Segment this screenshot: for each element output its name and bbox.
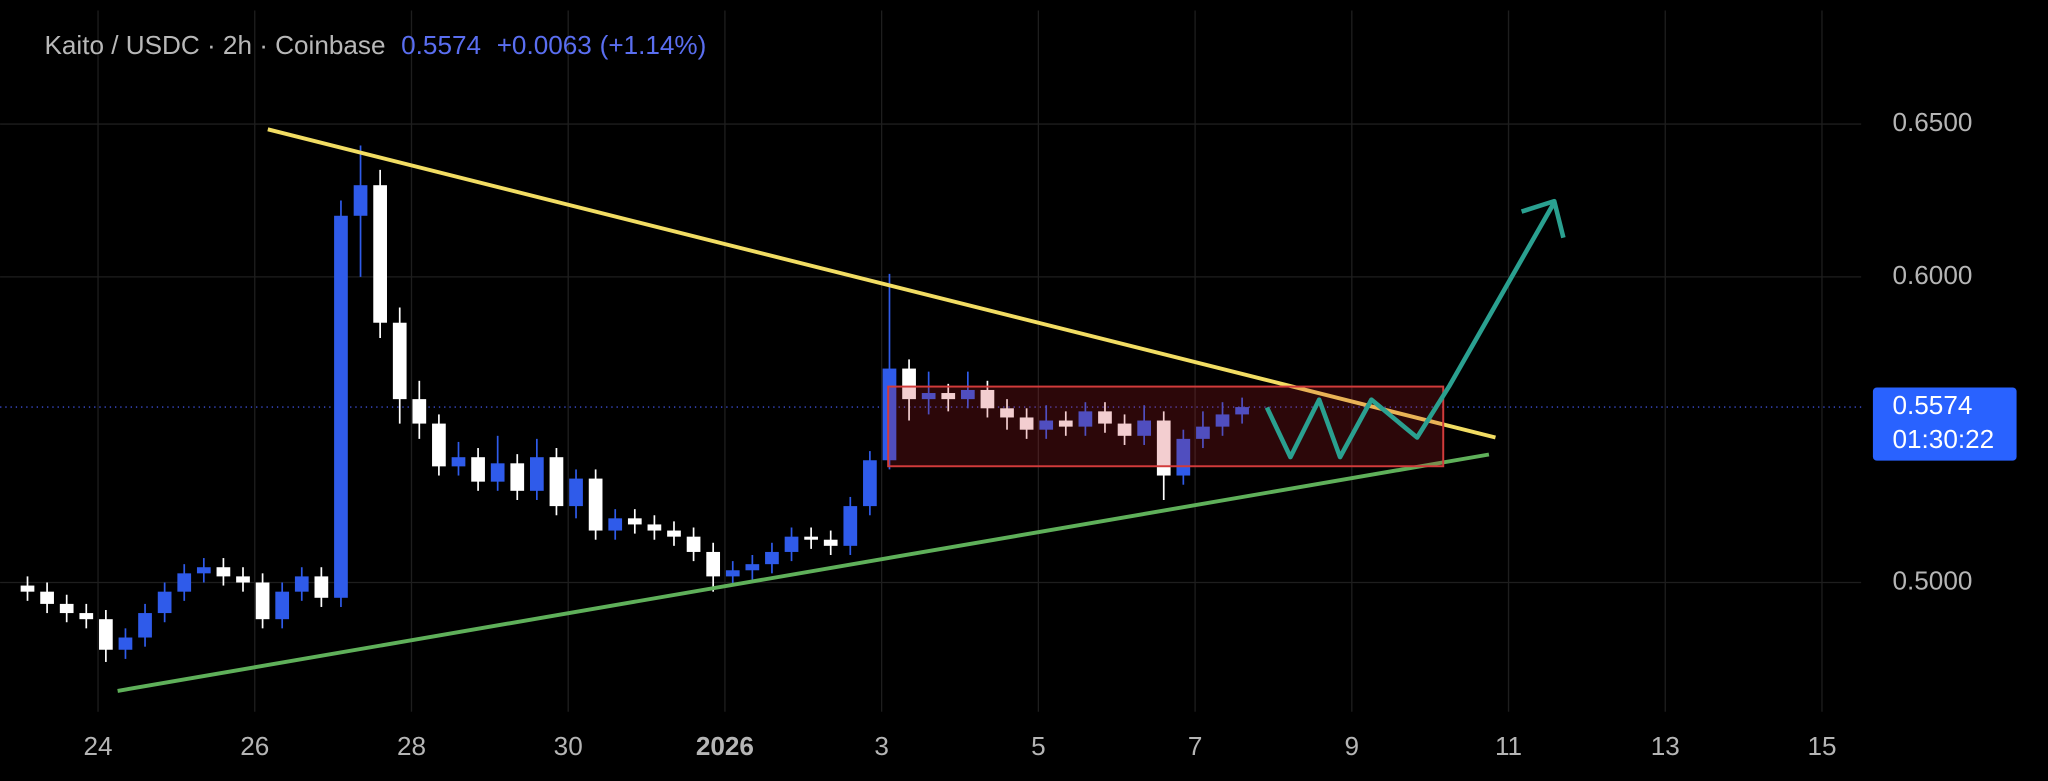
candle-body xyxy=(823,539,838,546)
candle-body xyxy=(1000,408,1014,418)
candle-body xyxy=(1098,411,1112,424)
candle-body xyxy=(157,591,172,614)
change: +0.0063 xyxy=(497,30,592,60)
x-tick-label: 9 xyxy=(1345,731,1360,761)
candle-body xyxy=(921,393,936,400)
candle-body xyxy=(784,536,799,552)
candle-body xyxy=(804,536,818,540)
candle-body xyxy=(40,591,54,604)
x-tick-label: 26 xyxy=(240,731,269,761)
candle-body xyxy=(960,389,975,400)
candle-body xyxy=(667,530,681,537)
candle-body xyxy=(1137,420,1152,436)
candle-body xyxy=(59,603,74,614)
candle-body xyxy=(569,478,583,507)
candle-body xyxy=(1039,420,1054,430)
price-tag xyxy=(1872,387,2017,461)
x-tick-label: 11 xyxy=(1495,731,1522,761)
candle-body xyxy=(980,389,995,409)
candle-body xyxy=(236,576,250,583)
candle-body xyxy=(529,457,544,491)
candle-body xyxy=(255,582,270,620)
candle-body xyxy=(294,576,309,592)
x-tick-label: 28 xyxy=(397,731,426,761)
candle-body xyxy=(686,536,701,552)
price-tag-value: 0.5574 xyxy=(1893,390,1973,420)
candle-body xyxy=(177,573,192,592)
candle-body xyxy=(412,399,427,424)
candle-body xyxy=(941,393,956,400)
candle-body xyxy=(1019,417,1034,430)
candle-body xyxy=(843,506,858,546)
candle-body xyxy=(99,619,113,650)
candle-body xyxy=(608,518,623,531)
candle-body xyxy=(647,524,662,531)
candle-body xyxy=(432,423,446,467)
candle-body xyxy=(725,570,740,577)
candle-body xyxy=(882,368,897,461)
candle-body xyxy=(902,368,916,400)
candle-body xyxy=(275,591,290,620)
header: Kaito / USDC · 2h · Coinbase 0.5574 +0.006… xyxy=(44,30,706,60)
y-tick-label: 0.6500 xyxy=(1893,107,1973,137)
candle-body xyxy=(1058,420,1073,427)
candle-body xyxy=(373,185,387,323)
overlay: 24 26 28 30 2026 3 5 7 9 11 13 15 0.5000 0.6000 0.6500… xyxy=(84,107,2017,761)
grid-layer xyxy=(0,10,1862,712)
x-tick-label: 30 xyxy=(554,731,583,761)
candle-body xyxy=(1117,423,1132,436)
candle-body xyxy=(334,215,348,598)
candle-body xyxy=(314,576,329,598)
x-tick-label: 2026 xyxy=(696,731,754,761)
candle-body xyxy=(20,585,35,592)
candle-body xyxy=(1215,414,1230,427)
candle-body xyxy=(588,478,603,531)
candle-body xyxy=(706,551,721,577)
candle-body xyxy=(510,463,525,491)
candle-body xyxy=(745,564,760,571)
candle-body xyxy=(1078,411,1093,427)
candle-body xyxy=(627,518,642,525)
symbol: Kaito / USDC · 2h · Coinbase xyxy=(44,30,385,60)
candle-body xyxy=(1235,407,1249,415)
range-box xyxy=(887,385,1445,468)
candle-body xyxy=(118,637,133,650)
x-tick-label: 7 xyxy=(1188,731,1203,761)
projection-path xyxy=(1264,201,1557,460)
candle-body xyxy=(216,567,231,577)
y-tick-label: 0.6000 xyxy=(1893,260,1973,290)
support-line xyxy=(117,452,1490,693)
candle-body xyxy=(1196,426,1210,439)
candle-body xyxy=(79,613,94,620)
x-tick-label: 15 xyxy=(1807,731,1836,761)
change-pct: (+1.14%) xyxy=(600,30,707,60)
x-tick-label: 5 xyxy=(1031,731,1046,761)
candle-body xyxy=(392,322,407,400)
candle-body xyxy=(353,185,368,216)
x-tick-label: 13 xyxy=(1651,731,1680,761)
candle-body xyxy=(490,463,505,482)
price-tag-countdown: 01:30:22 xyxy=(1893,424,1995,454)
x-tick-label: 3 xyxy=(874,731,889,761)
candle-body xyxy=(765,551,779,565)
candle-body xyxy=(196,567,211,574)
candle-body xyxy=(471,457,485,482)
candle-body xyxy=(451,457,466,467)
candle-body xyxy=(549,457,564,507)
candle-body xyxy=(138,613,152,638)
candles xyxy=(20,145,1249,662)
candle-body xyxy=(863,460,877,507)
last-price: 0.5574 xyxy=(401,30,481,60)
x-tick-label: 24 xyxy=(84,731,113,761)
projection-arrow xyxy=(1520,198,1566,239)
y-tick-label: 0.5000 xyxy=(1893,565,1973,595)
candle-body xyxy=(1156,420,1171,476)
